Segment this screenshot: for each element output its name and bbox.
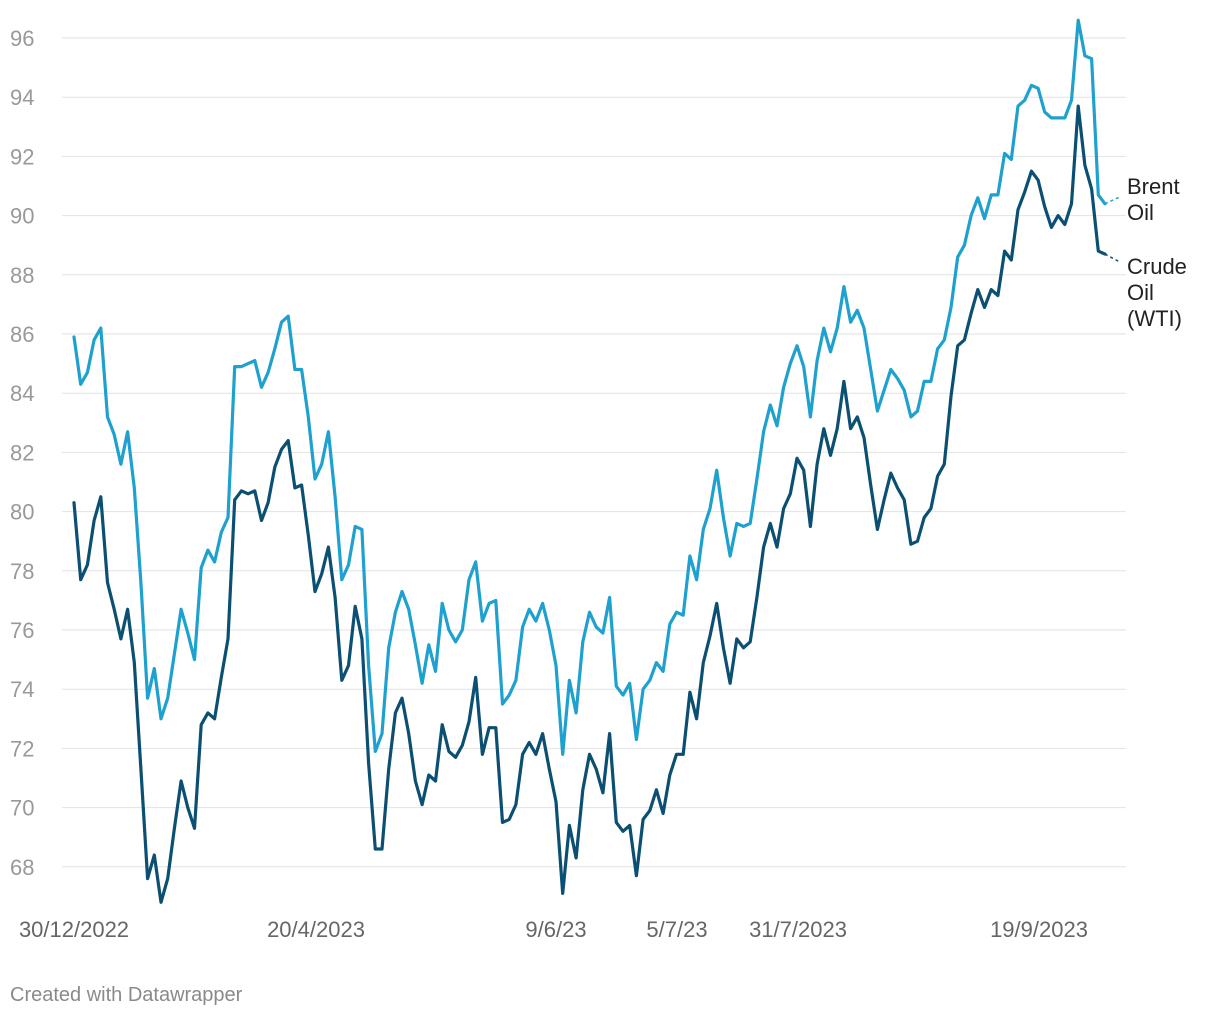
y-tick-label: 88 (10, 263, 34, 288)
label-connector (1104, 196, 1121, 205)
x-tick-label: 5/7/23 (646, 917, 707, 942)
y-tick-label: 68 (10, 855, 34, 880)
y-tick-label: 82 (10, 440, 34, 465)
series-labels: Brent Oil Crude Oil (WTI) (1127, 174, 1187, 331)
series-line-brent (72, 18, 1107, 756)
y-tick-label: 96 (10, 26, 34, 51)
series-lines (72, 18, 1121, 904)
y-tick-label: 92 (10, 144, 34, 169)
y-tick-label: 72 (10, 736, 34, 761)
series-label-brent: Brent Oil (1127, 174, 1180, 225)
x-tick-label: 30/12/2022 (19, 917, 129, 942)
y-tick-label: 90 (10, 204, 34, 229)
series-line-wti (72, 104, 1107, 904)
y-tick-label: 76 (10, 618, 34, 643)
y-tick-label: 86 (10, 322, 34, 347)
y-tick-label: 70 (10, 796, 34, 821)
x-axis-tick-labels: 30/12/2022 20/4/2023 9/6/23 5/7/23 31/7/2023… (19, 917, 1088, 942)
x-tick-label: 9/6/23 (525, 917, 586, 942)
y-axis-tick-labels: 68 70 72 74 76 78 80 82 84 86 88 90 92 94 96 (10, 26, 34, 880)
y-tick-label: 84 (10, 381, 34, 406)
x-tick-label: 31/7/2023 (749, 917, 847, 942)
y-tick-label: 74 (10, 677, 34, 702)
series-label-wti: Crude Oil (WTI) (1127, 254, 1187, 331)
label-connector (1104, 253, 1121, 263)
credit-text: Created with Datawrapper (10, 984, 243, 1006)
y-tick-label: 80 (10, 500, 34, 525)
x-tick-label: 20/4/2023 (267, 917, 365, 942)
y-tick-label: 94 (10, 85, 34, 110)
gridlines (62, 37, 1126, 868)
x-tick-label: 19/9/2023 (990, 917, 1088, 942)
y-tick-label: 78 (10, 559, 34, 584)
